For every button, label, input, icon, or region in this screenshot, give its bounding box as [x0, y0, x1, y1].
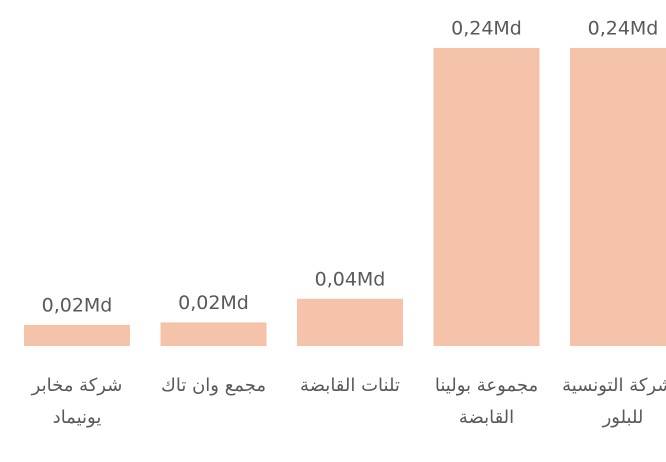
bar [160, 322, 267, 346]
x-tick-label: شركة مخابر يونيماد [31, 375, 123, 428]
x-tick-label: مجموعة بولينا القابضة [434, 375, 539, 428]
value-label: 0,02Md [178, 292, 249, 314]
value-label: 0,24Md [588, 18, 659, 40]
bar [433, 48, 540, 346]
bar [24, 324, 130, 346]
value-label: 0,24Md [451, 18, 522, 40]
value-label: 0,04Md [315, 268, 386, 290]
bar [297, 298, 403, 346]
x-tick-label: تلنات القابضة [300, 375, 400, 396]
x-tick-label: مجمع وان تاك [161, 375, 266, 396]
x-tick-label: الشركة التونسية للبلور [562, 375, 666, 428]
value-label: 0,02Md [42, 294, 113, 316]
bar [570, 48, 666, 346]
